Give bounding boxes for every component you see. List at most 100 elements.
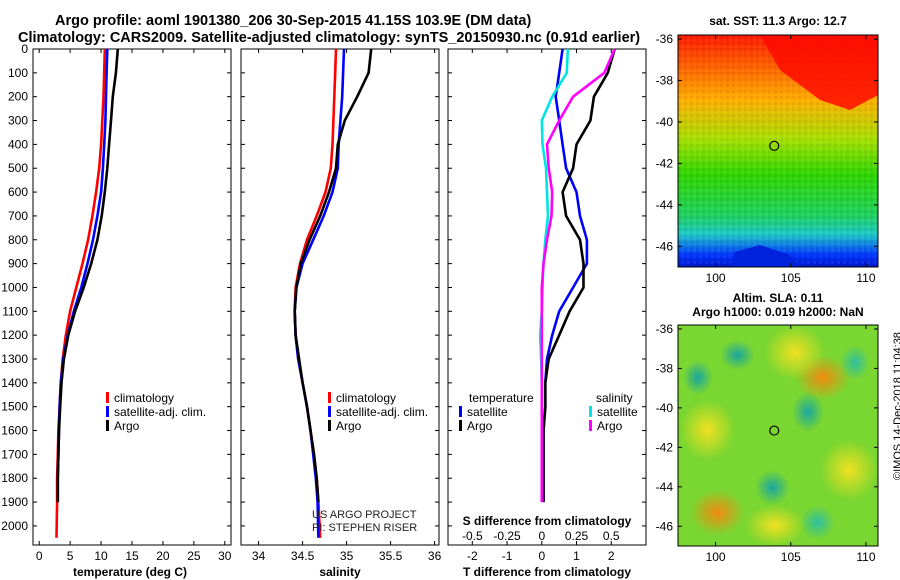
depth-tick-label: 800 — [8, 233, 28, 247]
sla-lon-label: 110 — [856, 550, 875, 564]
sst-lat-label: -46 — [656, 239, 674, 253]
project-note-line1: US ARGO PROJECT — [312, 509, 417, 521]
difference-xtick-label: -2 — [467, 549, 478, 563]
sst-map-frame — [677, 34, 879, 268]
depth-tick-label: 900 — [8, 257, 28, 271]
sst-lon-label: 110 — [856, 271, 875, 285]
depth-tick-label: 1600 — [1, 424, 28, 438]
legend-swatch-s-argo — [589, 420, 592, 431]
legend-swatch-t-satellite — [459, 406, 462, 417]
sla-blob — [840, 345, 870, 380]
sst-lat-label: -44 — [656, 198, 674, 212]
depth-tick-label: 1000 — [1, 280, 28, 294]
salinity-diff-tick-label: -0.5 — [462, 529, 483, 543]
legend-swatch-climatology — [328, 392, 331, 403]
salinity-xtick-label: 36 — [428, 549, 442, 563]
depth-tick-label: 1100 — [2, 304, 28, 318]
depth-tick-label: 700 — [8, 209, 28, 223]
depth-tick-label: 2000 — [1, 519, 28, 533]
legend-label-satellite: satellite-adj. clim. — [114, 405, 206, 419]
salinity-xtick-label: 35.5 — [379, 549, 403, 563]
salinity-xlabel: salinity — [319, 565, 361, 579]
legend-title-temperature: temperature — [469, 391, 534, 405]
legend-swatch-satellite — [106, 406, 109, 417]
sst-lon-label: 105 — [781, 271, 801, 285]
difference-xlabel: T difference from climatology — [463, 565, 631, 579]
sst-lat-label: -38 — [656, 74, 674, 88]
salinity-series-satellite-adj-clim- — [293, 48, 346, 538]
legend-swatch-satellite — [328, 406, 331, 417]
salinity-axis: 34 34.5 35 35.5 36 — [241, 48, 442, 563]
difference-legend: temperature satellite Argo salinity sate… — [459, 391, 638, 433]
legend-label-t-argo: Argo — [467, 419, 493, 433]
salinity-xtick-label: 35 — [340, 549, 354, 563]
legend-label-climatology: climatology — [336, 391, 396, 405]
depth-tick-label: 1900 — [1, 495, 28, 509]
sst-lat-label: -40 — [656, 115, 674, 129]
difference-axis: -2 -1 0 1 2 -0.5 -0.25 0 0.25 0.5 — [448, 48, 646, 563]
temperature-xtick-label: 25 — [187, 549, 201, 563]
legend-label-climatology: climatology — [114, 391, 174, 405]
sla-blob — [755, 470, 790, 505]
temperature-axis: 0100200300400500600700800900100011001200… — [1, 42, 232, 563]
temperature-plot-frame — [32, 48, 232, 546]
legend-title-salinity: salinity — [596, 391, 633, 405]
sst-lon-label: 100 — [706, 271, 726, 285]
depth-tick-label: 600 — [8, 185, 28, 199]
temperature-xlabel: temperature (deg C) — [73, 565, 187, 579]
difference-series-t-argo — [542, 48, 616, 503]
sla-blob — [720, 340, 755, 370]
sst-lat-label: -42 — [656, 156, 674, 170]
sst-map — [677, 34, 879, 268]
chart-title-line1: Argo profile: aoml 1901380_206 30-Sep-20… — [55, 13, 532, 29]
temperature-series-argo — [56, 48, 120, 503]
depth-tick-label: 1200 — [1, 328, 28, 342]
salinity-diff-tick-label: 0.25 — [565, 529, 589, 543]
difference-xtick-label: 0 — [538, 549, 545, 563]
sla-lat-label: -44 — [656, 480, 674, 494]
sla-blob — [792, 392, 824, 432]
sla-map-title-line2: Argo h1000: 0.019 h2000: NaN — [692, 305, 864, 319]
sla-map — [677, 324, 879, 547]
legend-label-satellite: satellite-adj. clim. — [336, 405, 428, 419]
temperature-xtick-label: 20 — [156, 549, 170, 563]
sla-argo-marker — [769, 425, 780, 436]
sla-blob — [690, 490, 745, 535]
legend-label-s-satellite: satellite — [597, 405, 638, 419]
sst-lat-label: -36 — [656, 32, 674, 46]
sst-map-axes: -36 -38 -40 -42 -44 -46 100 105 110 — [656, 32, 878, 285]
legend-label-t-satellite: satellite — [467, 405, 508, 419]
sla-blob — [820, 440, 878, 500]
legend-label-argo: Argo — [114, 419, 140, 433]
temperature-xtick-label: 10 — [94, 549, 108, 563]
sst-map-title: sat. SST: 11.3 Argo: 12.7 — [709, 14, 847, 28]
depth-tick-label: 0 — [21, 42, 28, 56]
difference-series-t-satellite — [542, 48, 589, 503]
depth-tick-label: 200 — [8, 90, 28, 104]
salinity-series-argo — [293, 48, 373, 503]
series-layer — [55, 48, 616, 538]
sla-blob — [765, 325, 825, 380]
depth-tick-label: 100 — [8, 66, 28, 80]
sla-blob — [745, 505, 805, 546]
sla-map-frame — [677, 324, 879, 547]
sla-lat-label: -42 — [656, 440, 674, 454]
sla-map-axes: -36 -38 -40 -42 -44 -46 100 105 110 — [656, 322, 878, 564]
sla-lat-label: -36 — [656, 322, 674, 336]
temperature-xtick-label: 15 — [125, 549, 139, 563]
difference-series-s-argo — [540, 48, 616, 503]
salinity-diff-tick-label: 0.5 — [603, 529, 620, 543]
difference-plot-frame — [447, 48, 647, 546]
temperature-legend: climatology satellite-adj. clim. Argo — [106, 391, 206, 433]
difference-xtick-label: -1 — [502, 549, 513, 563]
depth-tick-label: 1300 — [1, 352, 28, 366]
temperature-series-satellite-adj-clim- — [56, 48, 109, 503]
sla-lon-label: 105 — [781, 550, 801, 564]
legend-swatch-argo — [328, 420, 331, 431]
temperature-xtick-label: 0 — [36, 549, 43, 563]
sla-map-title-line1: Altim. SLA: 0.11 — [732, 291, 824, 305]
depth-tick-label: 1400 — [1, 376, 28, 390]
depth-tick-label: 500 — [8, 161, 28, 175]
project-note-line2: PI: STEPHEN RISER — [312, 522, 417, 534]
